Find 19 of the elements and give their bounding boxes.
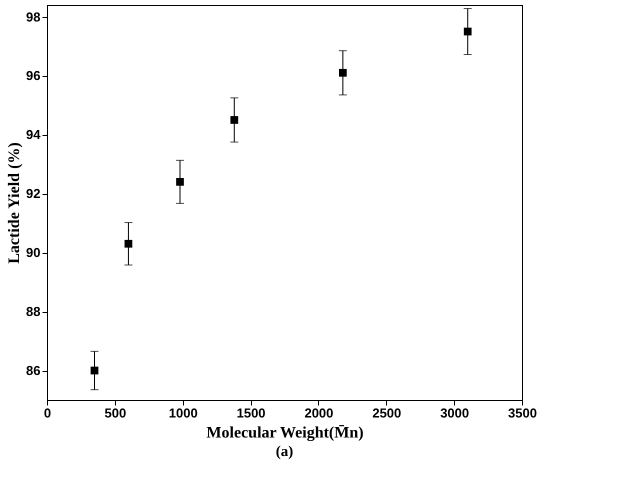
y-tick-label: 92 xyxy=(26,186,40,202)
y-tick-label: 88 xyxy=(26,304,40,320)
x-tick-label: 500 xyxy=(104,406,126,420)
x-axis-title: Molecular Weight(M̄n) xyxy=(206,424,364,442)
x-tick-label: 2000 xyxy=(304,406,334,420)
y-tick-label: 90 xyxy=(26,245,40,260)
x-tick-label: 1500 xyxy=(236,406,266,420)
y-tick-label: 98 xyxy=(26,9,40,24)
x-tick-label: 3000 xyxy=(440,406,470,420)
x-tick-label: 2500 xyxy=(372,406,402,420)
x-tick-label: 1000 xyxy=(168,406,198,420)
y-tick-label: 96 xyxy=(26,68,40,84)
y-axis-title: Lactide Yield (%) xyxy=(6,142,24,264)
y-tick-label: 86 xyxy=(26,363,40,378)
x-tick-label: 3500 xyxy=(508,406,537,420)
text: (a) xyxy=(276,444,294,460)
point xyxy=(90,366,98,374)
x-tick-label: 0 xyxy=(44,406,52,420)
y-tick-label: 94 xyxy=(26,127,42,142)
